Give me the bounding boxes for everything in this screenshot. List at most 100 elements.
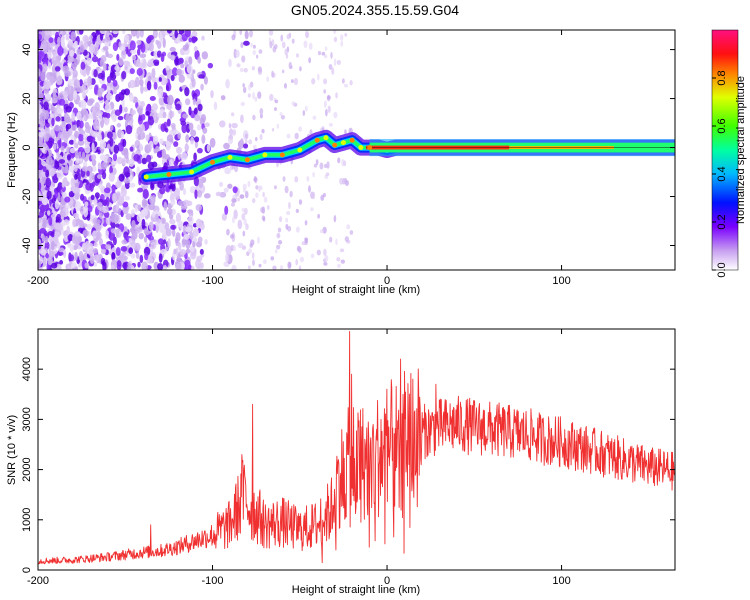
spectrogram-speckle [175,103,182,111]
spectrogram-speckle [45,177,52,188]
spectrogram-speckle [276,123,280,129]
spectrogram-speckle [174,237,179,244]
spectrogram-speckle [162,239,167,245]
spectrogram-speckle [103,155,109,164]
spectrogram-speckle [48,167,56,177]
spectrogram-speckle [114,65,120,71]
spectrogram-speckle [298,265,302,270]
spectrogram-speckle [46,72,51,81]
spectrogram-speckle [344,177,348,184]
spectrogram-speckle [289,65,293,69]
spectrogram-speckle [75,53,81,60]
spectrogram-speckle [38,102,41,112]
spectrogram-speckle [38,85,42,94]
spectrogram-speckle [130,209,135,218]
spectrogram-speckle [117,142,124,152]
spectrogram-speckle [258,49,263,54]
spectrogram-speckle [162,37,166,48]
spectrogram-speckle [67,233,73,242]
spectrogram-speckle [177,153,182,160]
spectrogram-speckle [319,229,324,234]
spectrogram-speckle [112,89,117,95]
colorbar-ticks: 0.0 0.2 0.4 0.6 0.8 [712,70,728,278]
spectrogram-speckle [81,151,86,160]
spectrogram-speckle [116,53,120,61]
spectrogram-speckle [192,98,197,106]
spectrogram-speckle [59,123,66,132]
spectrogram-speckle [281,69,285,74]
snr-xtick-label: 100 [552,575,570,587]
colorbar-tick-label: 0.6 [716,118,728,133]
spectrogram-speckle [41,142,46,148]
spectrogram-speckle [169,218,176,225]
spectrogram-speckle [57,139,62,145]
spectrogram-speckle [229,128,233,136]
spectrogram-speckle [142,188,149,200]
spectrogram-speckle [50,159,55,168]
spectrogram-speckle [149,95,156,102]
spectrogram-speckle [46,210,51,216]
spectrogram-speckle [225,78,230,89]
spectrogram-speckle [139,79,144,87]
spectrogram-speckle [274,107,277,111]
spectrogram-speckle [40,71,46,82]
spectrogram-speckle [225,253,229,263]
spectrogram-speckle [298,199,303,205]
spectrogram-speckle [56,169,64,180]
spectrogram-speckle [160,217,166,225]
spectrogram-speckle [137,187,144,193]
spectrogram-speckle [136,68,143,76]
spectrogram-speckle [109,71,117,81]
ridge-peak-marker [323,135,329,141]
spectrogram-speckle [281,41,286,49]
spectrogram-speckle [39,227,46,234]
spectrogram-speckle [197,56,201,64]
spectrogram-speckle [39,210,45,218]
spectrogram-speckle [137,134,142,141]
ridge-peak-marker [297,147,303,153]
spectrogram-speckle [280,34,284,42]
spectrogram-speckle [108,231,116,241]
spectrogram-speckle [55,116,61,122]
spectrogram-speckle [92,111,97,119]
spectrogram-speckle [86,223,93,230]
spectrogram-speckle [69,243,75,252]
spectrogram-speckle [174,56,179,66]
spectrogram-speckle [65,33,70,41]
spectrogram-speckle [312,191,316,200]
spectrogram-speckle [344,32,348,37]
spectrogram-speckle [87,75,92,86]
spectrogram-speckle [121,157,126,166]
snr-series-line [38,331,675,565]
spectrogram-speckle [295,53,299,58]
spectrogram-speckle [272,45,277,53]
spectrogram-speckle [131,240,136,249]
spectrogram-speckle [232,216,235,224]
spectrogram-speckle [298,126,303,132]
spectrogram-speckle [323,100,327,108]
spectrogram-speckle [316,73,320,81]
spectrogram-speckle [206,143,211,153]
spectrogram-speckle [45,252,49,259]
spectrogram-speckle [110,228,117,234]
spectrogram-speckle [269,41,273,49]
spectrogram-speckle [65,124,69,132]
spectrogram-speckle [240,138,244,146]
spectrogram-speckle [226,228,230,236]
spectrogram-speckle [137,261,141,268]
colorbar-tick-label: 0.0 [716,262,728,277]
spectrogram-speckle [54,124,60,132]
spectrogram-speckle [188,122,194,131]
spectrogram-speckle [195,259,202,270]
spectrogram-speckle [339,177,344,185]
spectrogram-speckle [341,78,345,84]
spectrogram-speckle [215,191,222,197]
spectrogram-speckle [84,144,91,154]
spectrogram-speckle [329,236,333,243]
spectrogram-speckle [38,68,41,78]
spectrogram-speckle [91,154,97,161]
spectrogram-speckle [344,129,347,135]
spectrogram-speckle [247,265,251,270]
